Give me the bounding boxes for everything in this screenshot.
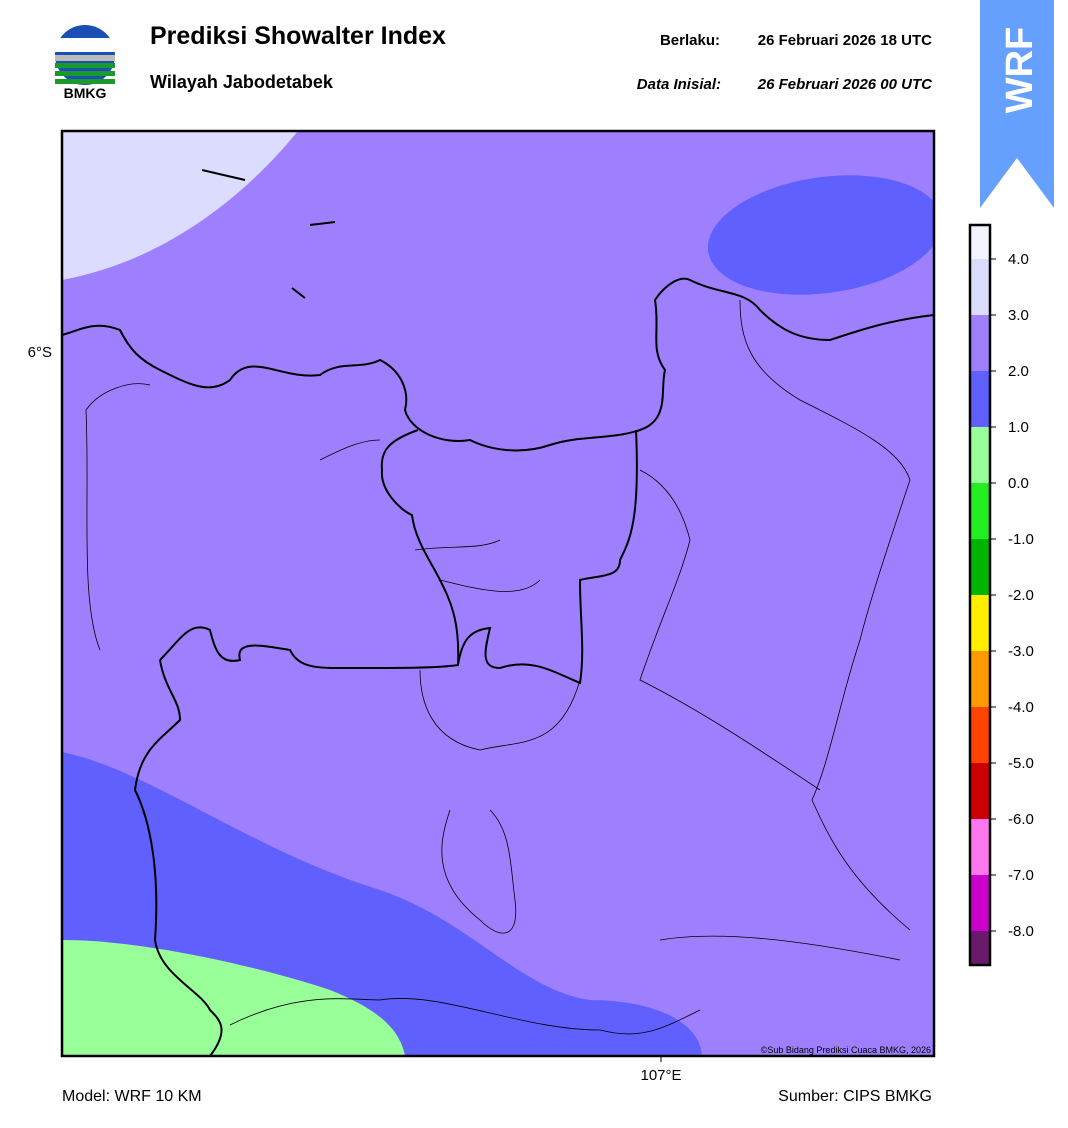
colorbar-swatch <box>970 595 990 651</box>
map-fields <box>62 131 934 1056</box>
colorbar-label: 2.0 <box>1008 363 1029 380</box>
colorbar-swatch <box>970 483 990 539</box>
colorbar-label: -4.0 <box>1008 699 1034 716</box>
init-time: 26 Februari 2026 00 UTC <box>757 76 933 93</box>
footer-source: Sumber: CIPS BMKG <box>778 1088 932 1105</box>
bmkg-logo: BMKG <box>55 25 115 101</box>
colorbar-label: 1.0 <box>1008 419 1029 436</box>
init-label: Data Inisial: <box>637 76 721 93</box>
colorbar-label: -2.0 <box>1008 587 1034 604</box>
colorbar-label: 0.0 <box>1008 475 1029 492</box>
wrf-badge: WRF <box>980 0 1054 208</box>
footer-model: Model: WRF 10 KM <box>62 1088 202 1105</box>
colorbar-label: -6.0 <box>1008 811 1034 828</box>
colorbar-swatch <box>970 371 990 427</box>
valid-time: 26 Februari 2026 18 UTC <box>758 32 932 49</box>
colorbar-swatch <box>970 539 990 595</box>
colorbar-label: -8.0 <box>1008 923 1034 940</box>
map-frame <box>60 129 936 1058</box>
colorbar-swatch <box>970 707 990 763</box>
badge-text: WRF <box>999 27 1041 114</box>
copyright: ©Sub Bidang Prediksi Cuaca BMKG, 2026 <box>761 1045 931 1055</box>
lat-label: 6°S <box>28 344 52 361</box>
valid-label: Berlaku: <box>660 32 720 49</box>
title: Prediksi Showalter Index <box>150 22 446 50</box>
colorbar-swatch <box>970 259 990 315</box>
colorbar: 4.0 3.0 2.0 1.0 0.0 -1.0 -2.0 -3.0 -4.0 -5.0 -6.0 -… <box>968 223 1034 967</box>
colorbar-swatch <box>970 763 990 819</box>
colorbar-swatch <box>970 875 990 931</box>
colorbar-label: -1.0 <box>1008 531 1034 548</box>
subtitle: Wilayah Jabodetabek <box>150 72 334 92</box>
lon-label: 107°E <box>640 1067 681 1084</box>
colorbar-swatch <box>970 225 990 259</box>
colorbar-label: 3.0 <box>1008 307 1029 324</box>
colorbar-swatch <box>970 651 990 707</box>
colorbar-swatch <box>970 427 990 483</box>
colorbar-label: -3.0 <box>1008 643 1034 660</box>
logo-text: BMKG <box>64 85 107 101</box>
colorbar-swatch <box>970 819 990 875</box>
colorbar-swatch <box>970 931 990 965</box>
colorbar-label: 4.0 <box>1008 251 1029 268</box>
boundaries <box>62 169 934 1056</box>
colorbar-label: -7.0 <box>1008 867 1034 884</box>
colorbar-swatch <box>970 315 990 371</box>
colorbar-label: -5.0 <box>1008 755 1034 772</box>
